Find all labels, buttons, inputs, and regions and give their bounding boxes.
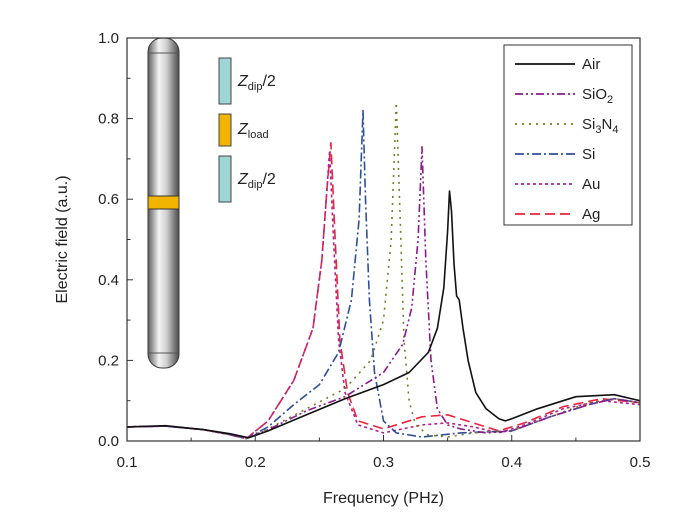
y-tick-label: 0.8 <box>98 111 119 128</box>
rod-load-gap <box>147 195 180 210</box>
series-line-ag <box>126 142 641 440</box>
ticks-layer: 0.1 0.2 0.3 0.4 0.5 0.0 0.2 0.4 0.6 0.8 1.0 <box>98 30 650 471</box>
y-axis-title: Electric field (a.u.) <box>54 175 71 303</box>
inset-label-zdip-top: Zdip/2 <box>237 73 276 93</box>
y-tick-label: 0.2 <box>98 352 119 369</box>
series-layer <box>126 101 641 440</box>
legend: Air SiO2 Si3N4 Si Au Ag <box>503 44 633 226</box>
plot-area: Zdip/2 Zload Zdip/2 <box>126 37 641 440</box>
y-tick-label: 0.0 <box>98 433 119 450</box>
inset-label-zload: Zload <box>237 121 269 141</box>
x-tick-label: 0.4 <box>501 454 522 471</box>
series-line-air <box>126 190 641 439</box>
legend-label-si3n4: Si3N4 <box>582 116 618 136</box>
y-tick-label: 0.6 <box>98 191 119 208</box>
zdip-bottom-element <box>218 155 232 203</box>
series-line-si3n4 <box>126 101 641 440</box>
legend-label-au: Au <box>582 176 600 193</box>
x-tick-label: 0.5 <box>630 454 651 471</box>
legend-label-sio2: SiO2 <box>582 86 613 106</box>
dipole-antenna-inset: Zdip/2 Zload Zdip/2 <box>147 37 276 369</box>
legend-label-air: Air <box>582 56 600 73</box>
x-tick-label: 0.3 <box>373 454 394 471</box>
series-line-sio2 <box>126 146 641 440</box>
zload-element <box>218 113 232 147</box>
y-tick-label: 1.0 <box>98 30 119 47</box>
x-tick-label: 0.1 <box>117 454 138 471</box>
inset-label-zdip-bottom: Zdip/2 <box>237 171 276 191</box>
x-axis-title: Frequency (PHz) <box>323 490 444 507</box>
y-tick-label: 0.4 <box>98 272 119 289</box>
legend-label-si: Si <box>582 146 595 163</box>
zdip-top-element <box>218 57 232 105</box>
legend-box <box>503 44 633 226</box>
legend-items: Air SiO2 Si3N4 Si Au Ag <box>515 56 618 223</box>
legend-label-ag: Ag <box>582 206 600 223</box>
x-tick-label: 0.2 <box>245 454 266 471</box>
